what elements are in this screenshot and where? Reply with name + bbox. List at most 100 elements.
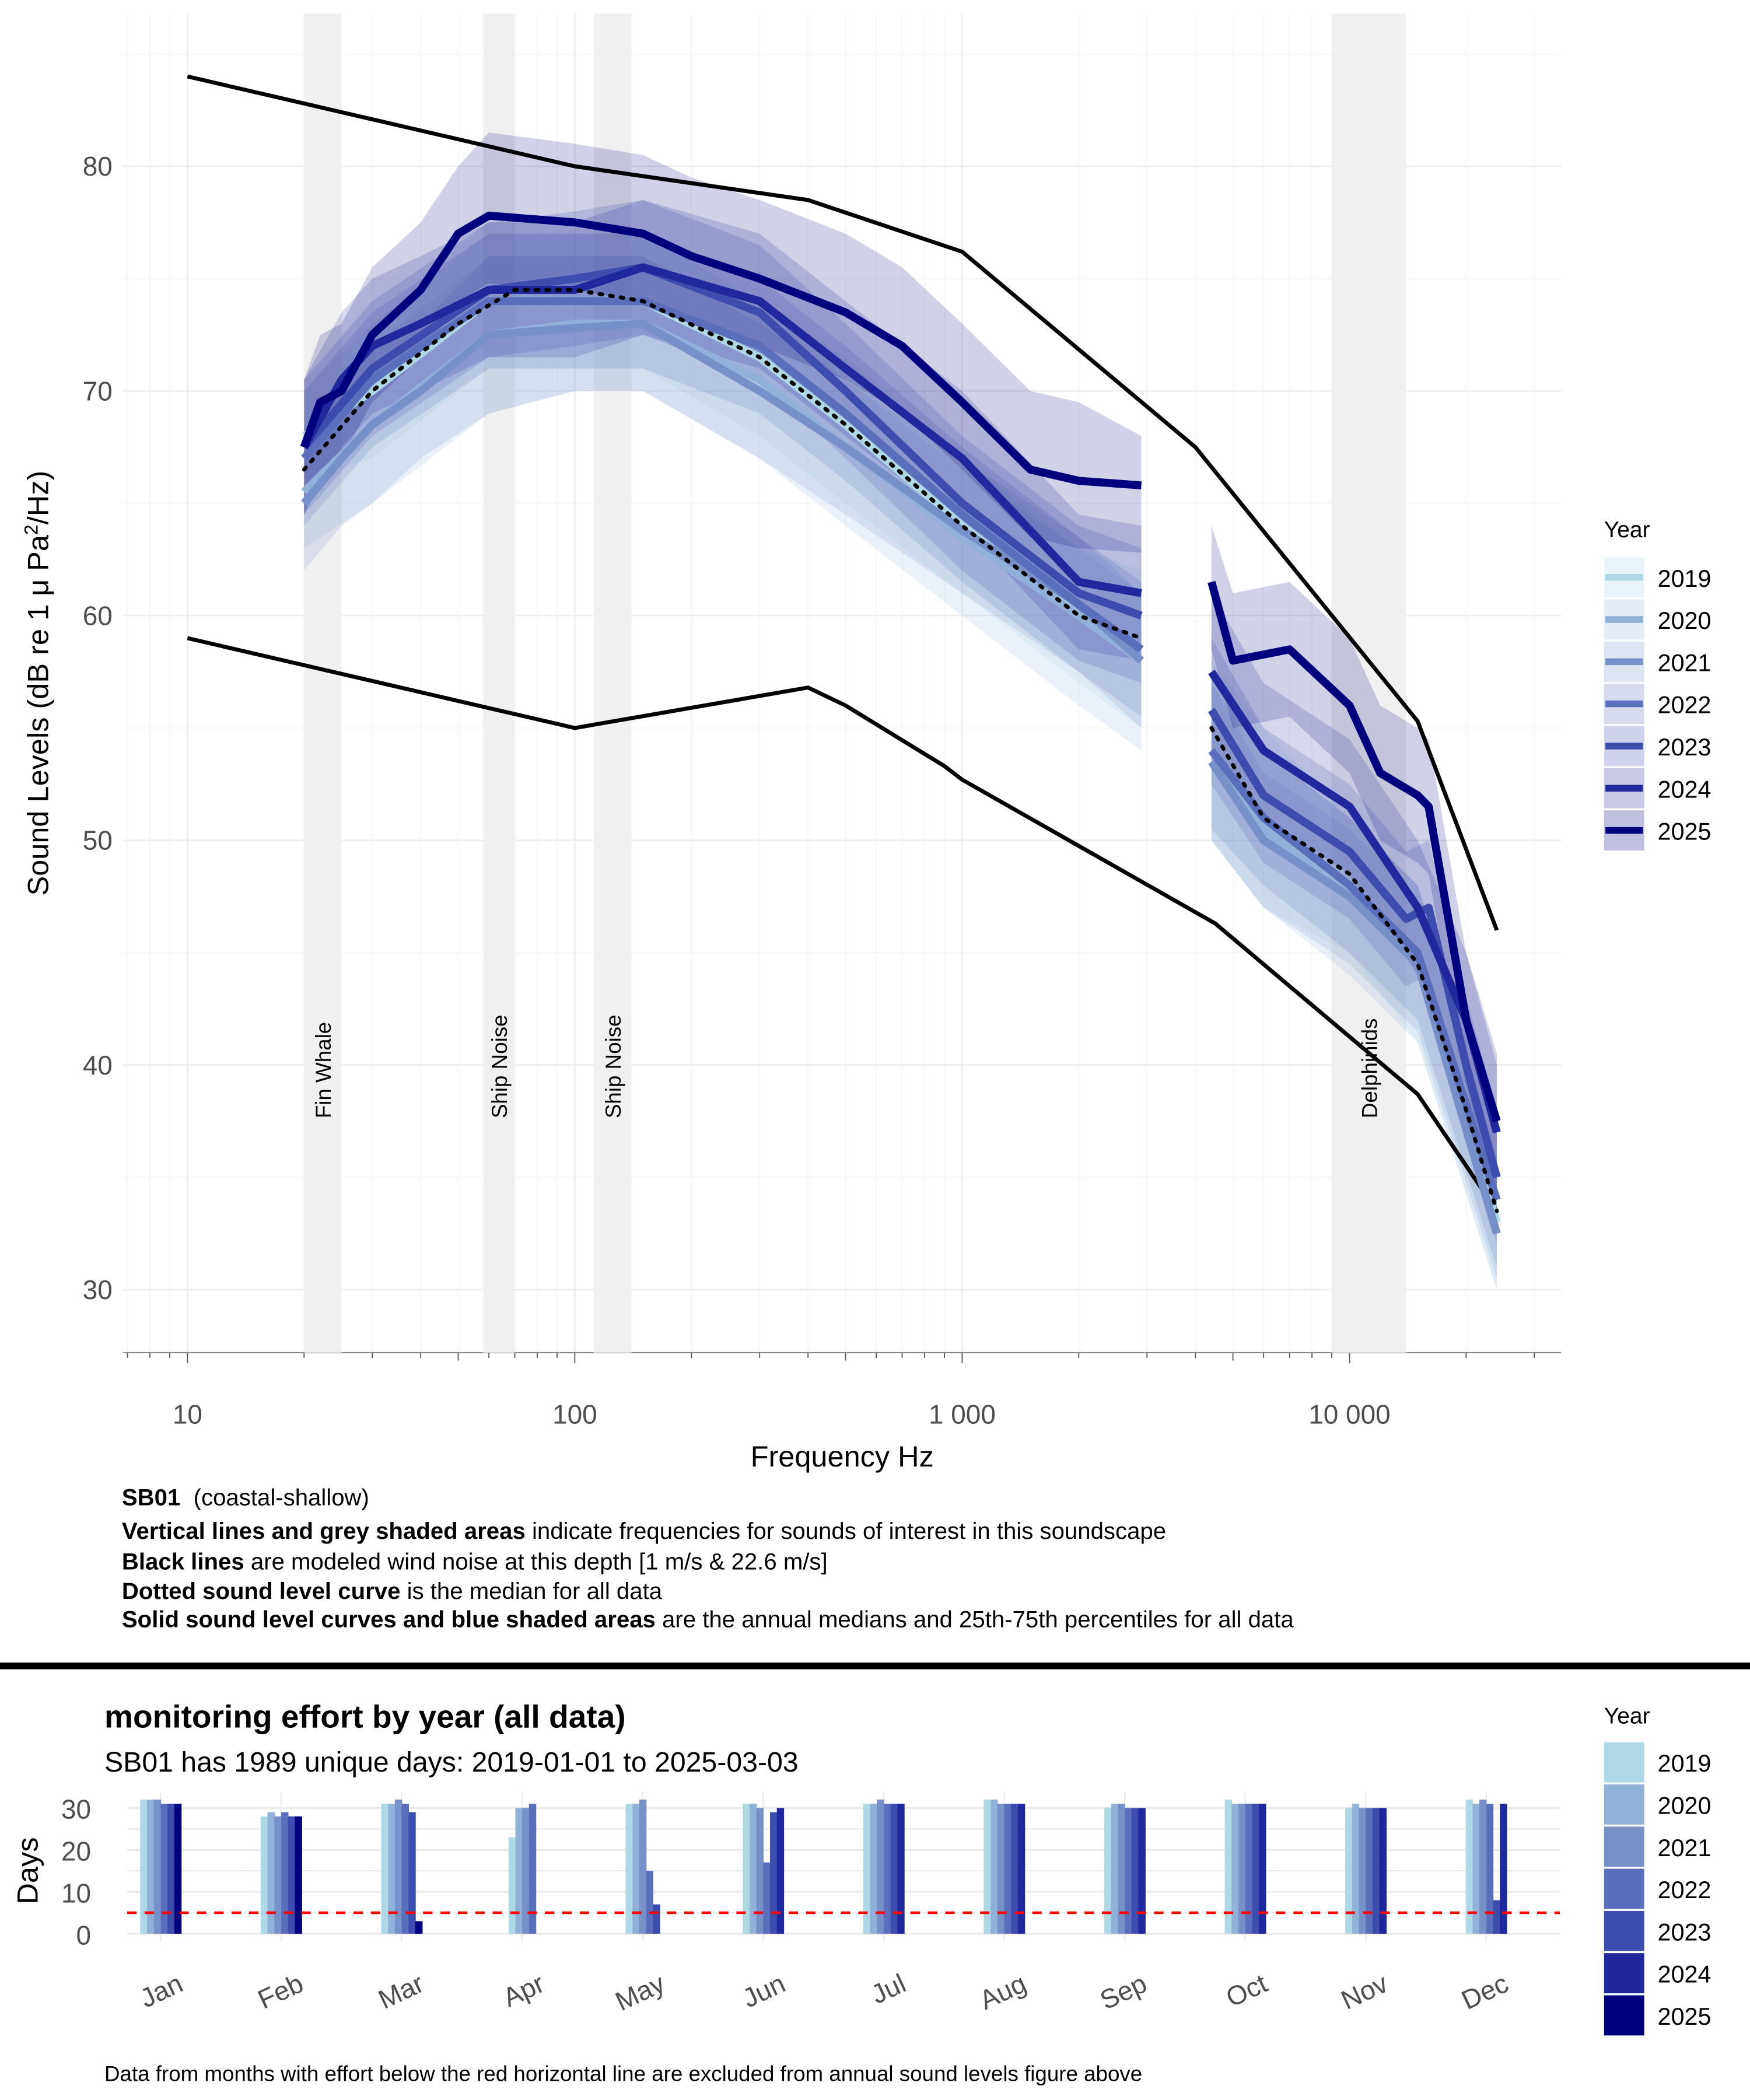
x-tick-label: 100 bbox=[552, 1399, 597, 1429]
legend-title-top: Year bbox=[1604, 517, 1650, 542]
bar-sep-2023 bbox=[1131, 1808, 1139, 1934]
bar-feb-2025 bbox=[295, 1816, 302, 1934]
bar-feb-2022 bbox=[281, 1812, 289, 1934]
legend-label: 2019 bbox=[1658, 1750, 1712, 1777]
y-tick-label: 30 bbox=[83, 1275, 113, 1305]
bar-oct-2021 bbox=[1238, 1804, 1246, 1934]
svg-text:SB01 (coastal-shallow): SB01 (coastal-shallow) bbox=[122, 1484, 369, 1510]
bar-feb-2020 bbox=[267, 1812, 275, 1934]
bar-mar-2023 bbox=[408, 1812, 416, 1934]
bar-jan-2021 bbox=[153, 1800, 162, 1934]
bar-mar-2020 bbox=[388, 1804, 396, 1934]
bar-dec-2024 bbox=[1500, 1804, 1507, 1934]
bar-jun-2024 bbox=[776, 1808, 785, 1934]
bar-nov-2024 bbox=[1379, 1808, 1387, 1934]
median-line-2022 bbox=[1208, 748, 1501, 1201]
bar-mar-2022 bbox=[401, 1804, 409, 1934]
bar-jun-2022 bbox=[763, 1862, 771, 1934]
bar-jan-2025 bbox=[174, 1804, 182, 1934]
bar-jul-2021 bbox=[877, 1800, 884, 1934]
iqr-ribbon-2022 bbox=[1211, 671, 1497, 1268]
legend-swatch bbox=[1604, 1742, 1644, 1783]
legend-label: 2020 bbox=[1658, 607, 1712, 634]
legend-label: 2024 bbox=[1658, 1961, 1712, 1988]
month-label: Jan bbox=[135, 1968, 187, 2013]
bar-aug-2020 bbox=[991, 1800, 998, 1934]
band-label: Ship Noise bbox=[488, 1014, 512, 1118]
month-label: May bbox=[611, 1968, 670, 2017]
bar-nov-2021 bbox=[1359, 1808, 1366, 1934]
svg-text:Solid sound level curves and b: Solid sound level curves and blue shaded… bbox=[122, 1606, 1294, 1632]
bar-jun-2020 bbox=[749, 1804, 757, 1934]
iqr-ribbon-2023 bbox=[304, 200, 1142, 683]
bar-dec-2019 bbox=[1465, 1800, 1474, 1934]
x-tick-label: 1 000 bbox=[929, 1399, 996, 1429]
bar-jul-2024 bbox=[897, 1804, 905, 1934]
bar-jul-2020 bbox=[870, 1804, 877, 1934]
month-label: Jul bbox=[866, 1968, 910, 2010]
month-label: Jun bbox=[738, 1968, 790, 2013]
sound-level-chart: Fin Whale Ship Noise Ship Noise Delphinids 3… bbox=[83, 13, 1562, 1429]
band-ship-noise bbox=[594, 13, 632, 1353]
month-label: Oct bbox=[1222, 1968, 1272, 2013]
legend-swatch bbox=[1604, 1784, 1644, 1825]
bar-apr-2019 bbox=[508, 1837, 516, 1934]
iqr-ribbon-2025 bbox=[304, 132, 1142, 553]
captions: SB01 (coastal-shallow) Vertical lines an… bbox=[122, 1484, 1294, 1632]
legend-swatch bbox=[1604, 1868, 1644, 1909]
bar-sep-2024 bbox=[1138, 1808, 1146, 1934]
legend-label: 2023 bbox=[1658, 1919, 1712, 1945]
median-all-dotted bbox=[302, 288, 1143, 640]
legend-label: 2024 bbox=[1658, 776, 1712, 803]
legend-swatch bbox=[1604, 1995, 1644, 2036]
bar-jan-2023 bbox=[167, 1804, 175, 1934]
band-delphinids bbox=[1332, 13, 1406, 1353]
month-label: Aug bbox=[975, 1968, 1031, 2015]
y-tick-label: 10 bbox=[61, 1878, 91, 1908]
iqr-ribbon-2024 bbox=[304, 200, 1142, 661]
legend-label: 2022 bbox=[1658, 1877, 1712, 1903]
month-label: Feb bbox=[253, 1968, 308, 2015]
legend-label: 2021 bbox=[1658, 649, 1712, 676]
band-ship-noise bbox=[483, 13, 515, 1353]
legend-label: 2023 bbox=[1658, 734, 1712, 761]
median-line-2025 bbox=[1208, 580, 1501, 1123]
bar-aug-2023 bbox=[1011, 1804, 1019, 1934]
bar-oct-2022 bbox=[1245, 1804, 1253, 1934]
bar-oct-2024 bbox=[1259, 1804, 1266, 1934]
median-line-2023 bbox=[1208, 708, 1501, 1179]
legend-top: 2019 2020 2021 2022 2023 2024 2025 bbox=[1604, 557, 1712, 850]
svg-text:Dotted sound level curve is th: Dotted sound level curve is the median f… bbox=[122, 1578, 663, 1604]
bar-feb-2023 bbox=[288, 1816, 296, 1934]
band-label: Fin Whale bbox=[312, 1022, 335, 1118]
band-fin-whale bbox=[304, 13, 342, 1353]
bar-sep-2022 bbox=[1125, 1808, 1132, 1934]
bar-aug-2019 bbox=[984, 1800, 991, 1934]
y-tick-label: 0 bbox=[76, 1920, 92, 1950]
bar-nov-2022 bbox=[1366, 1808, 1373, 1934]
bar-jul-2019 bbox=[863, 1804, 871, 1934]
bar-mar-2021 bbox=[394, 1800, 402, 1934]
bar-mar-2025 bbox=[415, 1921, 423, 1934]
bar-may-2019 bbox=[625, 1804, 633, 1934]
bar-jan-2022 bbox=[160, 1804, 168, 1934]
y-tick-label: 80 bbox=[83, 151, 113, 181]
y-tick-label: 50 bbox=[83, 825, 113, 856]
legend-label: 2020 bbox=[1658, 1792, 1712, 1819]
bar-may-2022 bbox=[646, 1871, 654, 1934]
bar-apr-2020 bbox=[515, 1808, 523, 1934]
bar-nov-2019 bbox=[1345, 1808, 1353, 1934]
band-label: Delphinids bbox=[1358, 1019, 1382, 1118]
legend-label: 2021 bbox=[1658, 1835, 1712, 1861]
y-tick-label: 70 bbox=[83, 376, 113, 406]
x-axis-title: Frequency Hz bbox=[751, 1440, 934, 1473]
x-tick-label: 10 000 bbox=[1308, 1399, 1390, 1429]
legend-label: 2022 bbox=[1658, 692, 1712, 719]
legend-title-bottom: Year bbox=[1604, 1704, 1650, 1729]
month-label: Dec bbox=[1457, 1968, 1513, 2015]
legend-swatch bbox=[1604, 1826, 1644, 1867]
bar-may-2023 bbox=[653, 1904, 660, 1934]
bar-chart-subtitle: SB01 has 1989 unique days: 2019-01-01 to… bbox=[104, 1746, 799, 1778]
y-tick-label: 60 bbox=[83, 600, 113, 631]
median-line-2023 bbox=[301, 263, 1143, 620]
